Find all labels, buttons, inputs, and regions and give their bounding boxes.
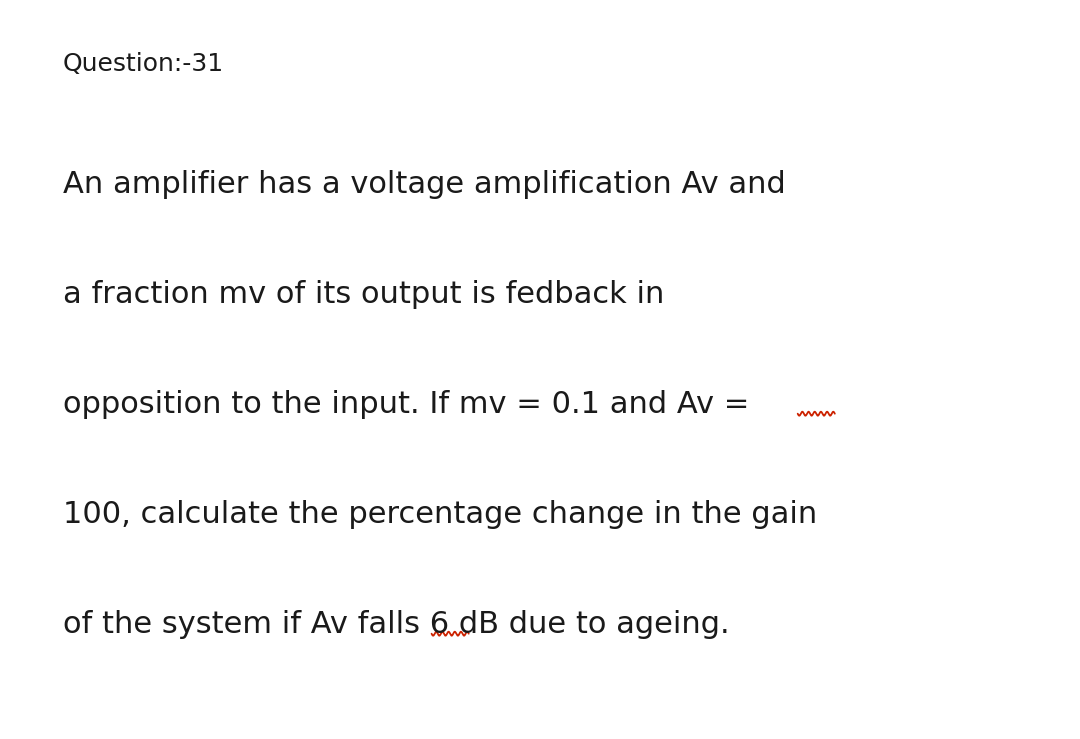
Text: An amplifier has a voltage amplification Av and: An amplifier has a voltage amplification… [63, 170, 786, 199]
Text: of the system if Av falls 6 dB due to ageing.: of the system if Av falls 6 dB due to ag… [63, 610, 730, 639]
Text: 100, calculate the percentage change in the gain: 100, calculate the percentage change in … [63, 500, 818, 529]
Text: Question:-31: Question:-31 [63, 52, 225, 76]
Text: opposition to the input. If mv = 0.1 and Av =: opposition to the input. If mv = 0.1 and… [63, 390, 750, 419]
Text: a fraction mv of its output is fedback in: a fraction mv of its output is fedback i… [63, 280, 664, 309]
